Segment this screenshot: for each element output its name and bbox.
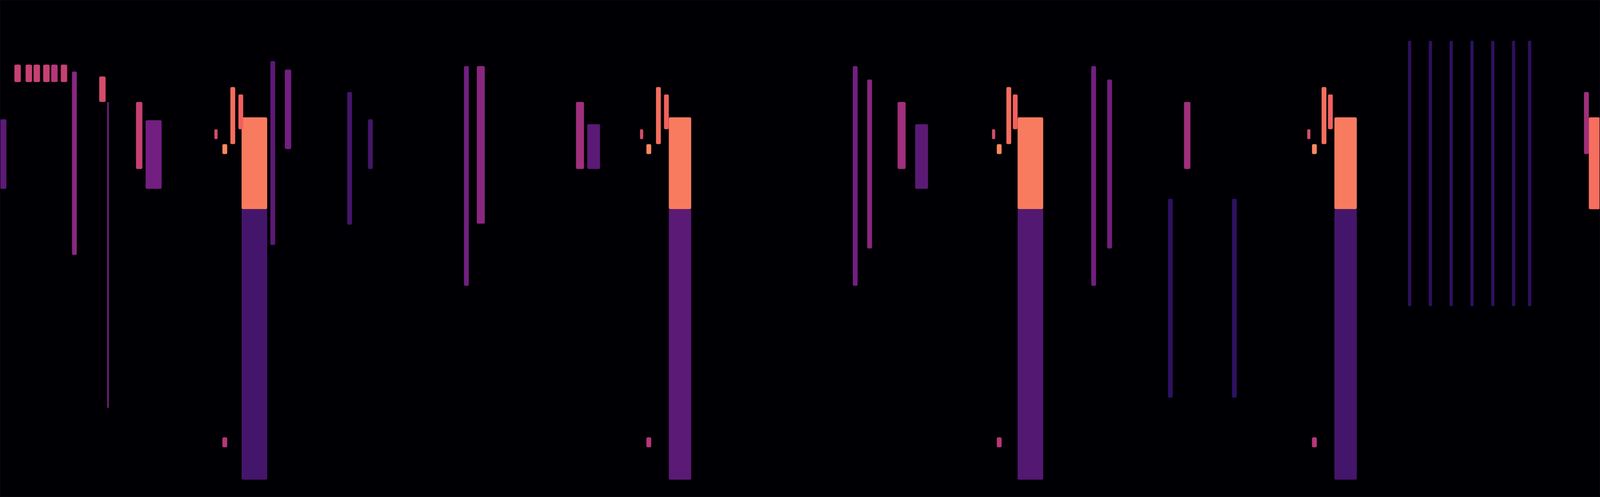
energy-region	[1017, 117, 1044, 210]
energy-region	[463, 65, 469, 286]
background	[0, 0, 1600, 497]
energy-region	[897, 101, 906, 169]
energy-region	[60, 64, 67, 82]
energy-region	[0, 119, 7, 190]
energy-region	[1327, 94, 1333, 130]
energy-region	[71, 71, 77, 256]
energy-region	[1184, 101, 1191, 169]
energy-region	[476, 65, 485, 224]
energy-region	[669, 117, 692, 210]
energy-region	[1091, 65, 1096, 286]
energy-region	[14, 64, 21, 82]
energy-region	[25, 64, 33, 82]
energy-region	[1588, 117, 1600, 210]
energy-region	[587, 124, 600, 169]
energy-region	[852, 65, 858, 286]
energy-region	[914, 124, 928, 189]
energy-region	[1334, 209, 1357, 481]
energy-region	[992, 129, 996, 140]
energy-region	[996, 144, 1002, 155]
energy-region	[639, 129, 644, 140]
energy-region	[1428, 40, 1433, 307]
energy-region	[270, 61, 276, 245]
energy-region	[1512, 40, 1516, 307]
energy-region	[238, 94, 244, 130]
energy-region	[664, 94, 670, 130]
energy-region	[1006, 86, 1012, 145]
energy-region	[230, 86, 236, 145]
energy-region	[867, 79, 873, 249]
plot-frame	[0, 0, 1600, 497]
energy-region	[996, 437, 1002, 448]
energy-region	[98, 76, 106, 102]
energy-region	[214, 129, 218, 140]
energy-region	[43, 64, 50, 82]
energy-region	[347, 92, 353, 226]
energy-region	[646, 144, 652, 155]
energy-region	[1012, 94, 1018, 130]
energy-region	[1107, 79, 1112, 249]
energy-region	[51, 64, 58, 82]
events	[0, 40, 1600, 480]
energy-region	[368, 119, 374, 170]
energy-region	[1311, 437, 1317, 448]
energy-region	[1528, 40, 1532, 307]
energy-region	[655, 86, 661, 145]
energy-region	[145, 120, 162, 189]
energy-region	[1583, 92, 1589, 155]
energy-region	[646, 437, 652, 448]
energy-region	[1168, 198, 1174, 398]
energy-region	[1321, 86, 1327, 145]
energy-region	[33, 64, 40, 82]
energy-region	[222, 144, 228, 155]
energy-region	[669, 209, 692, 481]
energy-region	[1470, 40, 1474, 307]
energy-region	[1334, 117, 1357, 210]
energy-region	[1017, 209, 1044, 481]
energy-region	[284, 69, 292, 150]
energy-region	[1407, 40, 1412, 307]
energy-region	[241, 117, 268, 210]
energy-region	[107, 101, 109, 409]
energy-region	[135, 101, 143, 169]
energy-region	[1491, 40, 1495, 307]
energy-region	[222, 437, 228, 448]
energy-region	[1306, 129, 1311, 140]
energy-region	[575, 101, 584, 169]
spectrogram	[0, 0, 1600, 497]
energy-region	[1311, 144, 1317, 155]
energy-region	[241, 209, 268, 481]
energy-region	[1231, 198, 1237, 398]
energy-region	[1449, 40, 1454, 307]
